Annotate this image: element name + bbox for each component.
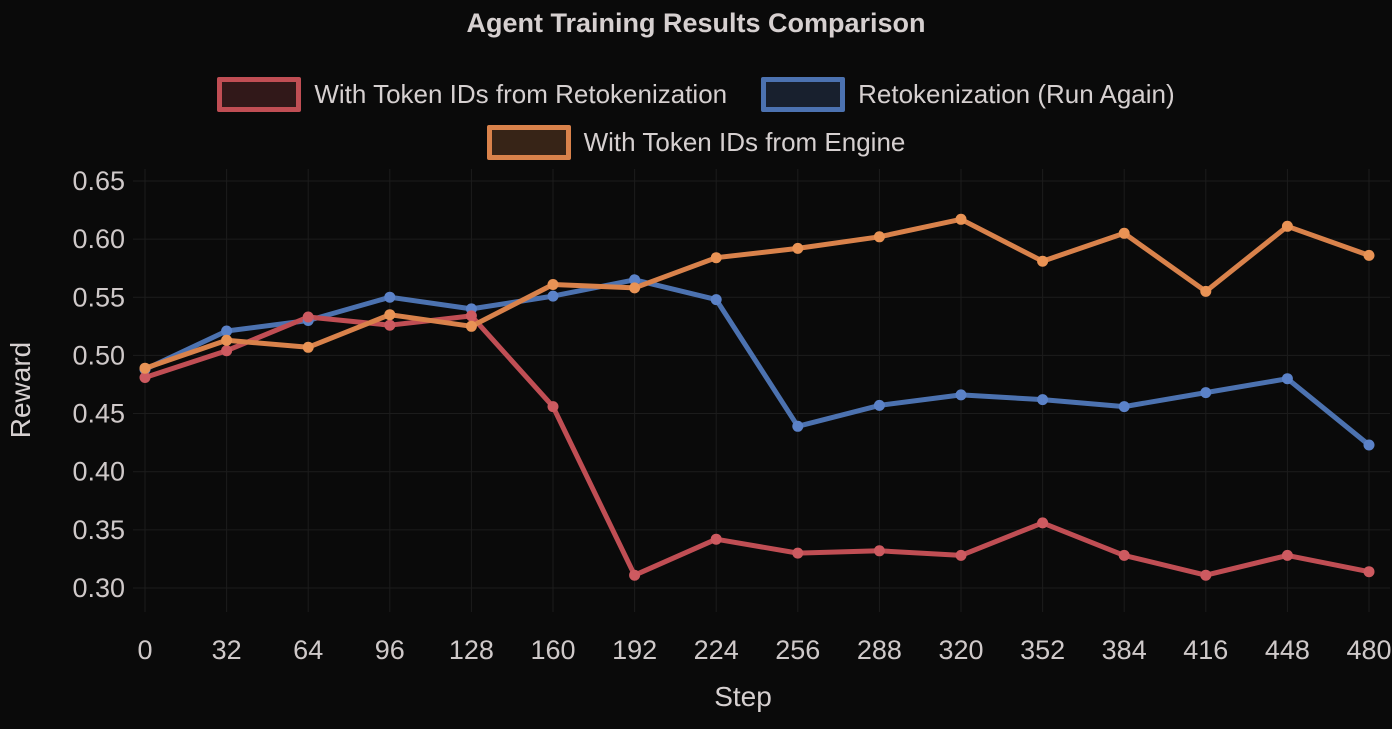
y-tick-label: 0.40 bbox=[72, 457, 125, 487]
x-tick-label: 480 bbox=[1346, 635, 1391, 665]
data-point bbox=[1281, 373, 1293, 385]
data-point bbox=[1363, 566, 1375, 578]
x-tick-label: 64 bbox=[293, 635, 323, 665]
data-point bbox=[792, 420, 804, 432]
chart-title: Agent Training Results Comparison bbox=[466, 8, 926, 38]
data-point bbox=[710, 294, 722, 306]
data-point bbox=[1200, 569, 1212, 581]
data-point bbox=[139, 362, 151, 374]
x-axis-tick-labels: 0 32 64 96 128 160 192 224 256 288 320 352 384 416 448… bbox=[137, 635, 1391, 665]
legend-item-retokenization-run-again: Retokenization (Run Again) bbox=[761, 77, 1175, 112]
y-axis-title: Reward bbox=[5, 342, 36, 438]
x-tick-label: 288 bbox=[857, 635, 902, 665]
x-axis-title: Step bbox=[714, 681, 772, 712]
data-point bbox=[221, 334, 233, 346]
legend-label-token-ids-engine: With Token IDs from Engine bbox=[583, 127, 906, 157]
x-tick-label: 384 bbox=[1102, 635, 1147, 665]
x-tick-label: 448 bbox=[1265, 635, 1310, 665]
data-point bbox=[873, 399, 885, 411]
x-tick-label: 416 bbox=[1183, 635, 1228, 665]
x-tick-label: 0 bbox=[137, 635, 152, 665]
data-point bbox=[465, 320, 477, 332]
data-point bbox=[1118, 549, 1130, 561]
x-tick-label: 224 bbox=[694, 635, 739, 665]
data-point bbox=[1281, 220, 1293, 232]
series-line-0 bbox=[142, 313, 1372, 578]
legend-row-2: With Token IDs from Engine bbox=[0, 125, 1392, 160]
data-point bbox=[547, 290, 559, 302]
data-point bbox=[139, 372, 151, 383]
data-point bbox=[1118, 227, 1130, 239]
x-tick-label: 352 bbox=[1020, 635, 1065, 665]
x-tick-label: 160 bbox=[530, 635, 575, 665]
data-point bbox=[1037, 394, 1049, 406]
data-point bbox=[1200, 387, 1212, 399]
legend-item-token-ids-retokenization: With Token IDs from Retokenization bbox=[217, 77, 727, 112]
data-point bbox=[384, 291, 396, 303]
data-point bbox=[221, 325, 233, 337]
y-tick-label: 0.30 bbox=[72, 573, 125, 603]
y-tick-label: 0.35 bbox=[72, 515, 125, 545]
x-tick-label: 192 bbox=[612, 635, 657, 665]
data-point bbox=[629, 569, 641, 581]
x-tick-label: 96 bbox=[375, 635, 405, 665]
data-point bbox=[955, 213, 967, 225]
series-line-2 bbox=[142, 216, 1372, 371]
data-point bbox=[547, 279, 559, 290]
data-point bbox=[547, 401, 559, 413]
data-point bbox=[1200, 285, 1212, 297]
data-point bbox=[955, 389, 967, 401]
data-point bbox=[955, 549, 967, 561]
legend-swatch-orange bbox=[486, 125, 571, 160]
data-point bbox=[629, 282, 641, 294]
data-point bbox=[465, 310, 477, 322]
data-point bbox=[1363, 249, 1375, 261]
data-point bbox=[384, 319, 396, 331]
x-tick-label: 256 bbox=[775, 635, 820, 665]
data-point bbox=[1037, 255, 1049, 267]
data-point bbox=[384, 309, 396, 321]
data-point bbox=[1363, 439, 1375, 451]
y-tick-label: 0.55 bbox=[72, 282, 125, 312]
data-point bbox=[710, 533, 722, 545]
y-tick-label: 0.50 bbox=[72, 340, 125, 370]
y-tick-label: 0.65 bbox=[72, 166, 125, 196]
y-tick-label: 0.60 bbox=[72, 224, 125, 254]
axis-titles: Step Reward bbox=[5, 342, 772, 712]
x-tick-label: 320 bbox=[938, 635, 983, 665]
data-point bbox=[302, 311, 314, 323]
legend-label-retokenization-run-again: Retokenization (Run Again) bbox=[858, 79, 1175, 109]
y-tick-label: 0.45 bbox=[72, 399, 125, 429]
data-point bbox=[221, 345, 233, 357]
data-point bbox=[1118, 401, 1130, 413]
series-line-1 bbox=[142, 277, 1372, 448]
x-tick-label: 32 bbox=[212, 635, 242, 665]
data-point bbox=[710, 252, 722, 264]
data-point bbox=[1037, 517, 1049, 529]
data-point-markers bbox=[139, 213, 1375, 581]
legend-swatch-blue bbox=[761, 77, 846, 112]
data-point bbox=[792, 242, 804, 254]
data-point bbox=[792, 547, 804, 559]
data-point bbox=[873, 231, 885, 243]
data-point bbox=[302, 341, 314, 353]
legend-item-token-ids-engine: With Token IDs from Engine bbox=[486, 125, 906, 160]
x-tick-label: 128 bbox=[449, 635, 494, 665]
legend-swatch-red bbox=[217, 77, 302, 112]
data-point bbox=[629, 274, 641, 286]
data-point bbox=[873, 545, 885, 557]
legend-row-1: With Token IDs from Retokenization Retok… bbox=[0, 77, 1392, 112]
data-point bbox=[1281, 549, 1293, 561]
y-axis-tick-labels: 0.30 0.35 0.40 0.45 0.50 0.55 0.60 0.65 bbox=[72, 166, 125, 603]
series-lines bbox=[142, 216, 1372, 578]
legend-label-token-ids-retokenization: With Token IDs from Retokenization bbox=[314, 79, 728, 109]
